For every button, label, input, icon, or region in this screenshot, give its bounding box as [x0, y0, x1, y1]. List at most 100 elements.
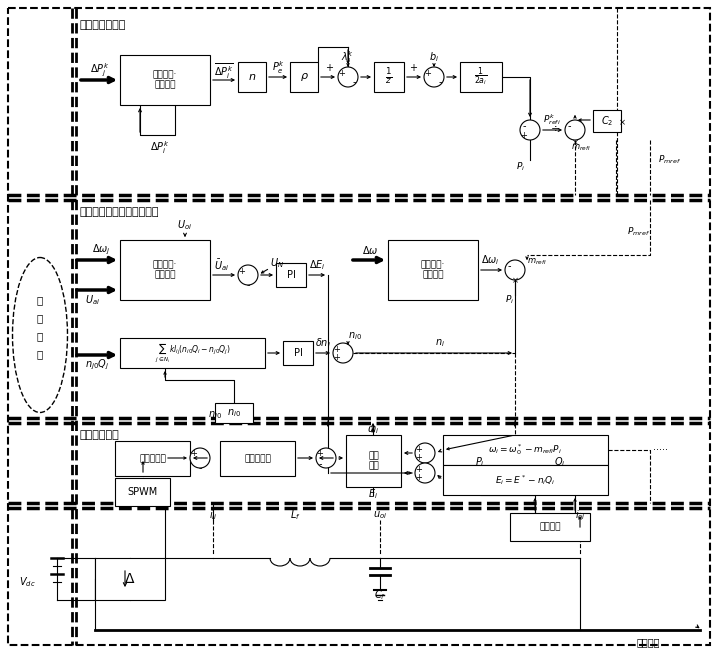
Circle shape [505, 260, 525, 280]
Bar [120, 55, 210, 105]
Text: $m_{refi}$: $m_{refi}$ [527, 257, 547, 267]
Text: $n_{i0}$: $n_{i0}$ [227, 407, 241, 419]
Circle shape [316, 448, 336, 468]
Text: $\Delta\omega_j$: $\Delta\omega_j$ [92, 243, 110, 257]
Text: $\frac{1}{2a_i}$: $\frac{1}{2a_i}$ [474, 66, 488, 89]
Text: 网: 网 [37, 331, 43, 341]
Text: $\omega_i = \omega_0^* - m_{refi}P_i$: $\omega_i = \omega_0^* - m_{refi}P_i$ [488, 443, 563, 458]
Text: 初级下垂控制: 初级下垂控制 [80, 430, 120, 440]
Circle shape [415, 443, 435, 463]
Text: ×: × [571, 138, 579, 147]
Text: $u_{oi}$: $u_{oi}$ [373, 509, 387, 521]
Text: $n_{i0}$: $n_{i0}$ [348, 330, 362, 342]
Bar [115, 441, 190, 476]
Text: ×: × [619, 119, 625, 128]
Text: +: + [338, 68, 346, 78]
Text: $C_2$: $C_2$ [601, 114, 613, 128]
Text: -: - [507, 261, 511, 271]
Bar [238, 62, 266, 92]
Text: $i_{oi}$: $i_{oi}$ [574, 508, 585, 522]
Bar [460, 62, 502, 92]
Text: $\frac{1}{z}$: $\frac{1}{z}$ [385, 67, 393, 87]
Text: PI: PI [287, 270, 295, 280]
Text: 交流母线: 交流母线 [637, 637, 660, 647]
Text: -: - [567, 121, 571, 131]
Bar [290, 62, 318, 92]
Text: -: - [246, 280, 250, 290]
Text: 分布式二级电压和频率控制: 分布式二级电压和频率控制 [80, 207, 159, 217]
Text: 有限时间·
致性算法: 有限时间· 致性算法 [153, 260, 177, 280]
Text: $P_i$: $P_i$ [475, 455, 485, 469]
Text: $\lambda_i^k$: $\lambda_i^k$ [341, 50, 354, 67]
Text: $\Delta$: $\Delta$ [124, 572, 136, 586]
Text: $\sum_{j\in N_i}kl_{ij}(n_{i0}Q_i-n_{j0}Q_j)$: $\sum_{j\in N_i}kl_{ij}(n_{i0}Q_i-n_{j0}… [155, 342, 230, 364]
Text: $E_i = E^* - n_iQ_i$: $E_i = E^* - n_iQ_i$ [495, 473, 556, 487]
Text: ×: × [511, 276, 518, 286]
Circle shape [415, 463, 435, 483]
Text: +: + [409, 63, 417, 73]
Text: $\Delta E_i$: $\Delta E_i$ [308, 258, 326, 272]
Text: $\bar{U}_{ai}$: $\bar{U}_{ai}$ [214, 257, 229, 273]
Text: $\Delta P_j^k$: $\Delta P_j^k$ [90, 61, 110, 79]
Text: +: + [333, 344, 341, 353]
Text: -: - [198, 463, 201, 473]
Text: $P_{refi}^k$: $P_{refi}^k$ [543, 113, 561, 127]
Text: 信: 信 [37, 313, 43, 323]
Text: +: + [239, 267, 245, 276]
Bar [215, 403, 253, 423]
Text: -: - [352, 77, 356, 87]
Bar [276, 263, 306, 287]
Text: $\delta n_i$: $\delta n_i$ [315, 336, 331, 350]
Text: $\Delta\omega$: $\Delta\omega$ [362, 244, 378, 256]
Text: +: + [317, 449, 323, 458]
Text: $P_i$: $P_i$ [505, 294, 515, 306]
Text: 分布式经济调度: 分布式经济调度 [80, 20, 126, 30]
Text: $n_i$: $n_i$ [435, 337, 445, 349]
Text: PI: PI [293, 348, 303, 358]
Circle shape [238, 265, 258, 285]
Text: $L_f$: $L_f$ [290, 508, 300, 522]
Bar [120, 338, 265, 368]
Text: $\rho$: $\rho$ [300, 71, 308, 83]
Text: $P_i$: $P_i$ [516, 161, 526, 173]
Text: $U_{oi}$: $U_{oi}$ [177, 218, 193, 232]
Text: $U_N$: $U_N$ [270, 256, 284, 270]
Text: $Q_i$: $Q_i$ [554, 455, 566, 469]
Bar [220, 441, 295, 476]
Text: +: + [416, 454, 422, 462]
Text: $\div$: $\div$ [550, 123, 560, 133]
Bar [115, 478, 170, 506]
Bar [95, 558, 165, 600]
Text: $b_i$: $b_i$ [429, 50, 439, 64]
Circle shape [565, 120, 585, 140]
Ellipse shape [12, 258, 67, 413]
Text: +: + [416, 445, 422, 454]
Bar [510, 513, 590, 541]
Circle shape [424, 67, 444, 87]
Text: 电流控制器: 电流控制器 [139, 454, 166, 463]
Text: $i_{li}$: $i_{li}$ [209, 508, 217, 522]
Text: $P_{mref}$: $P_{mref}$ [658, 154, 681, 166]
Bar [283, 341, 313, 365]
Text: $\Delta\omega_i$: $\Delta\omega_i$ [480, 253, 499, 267]
Bar [388, 240, 478, 300]
Text: +: + [416, 473, 422, 482]
Text: 电压控制器: 电压控制器 [244, 454, 271, 463]
Text: $n_{j0}Q_j$: $n_{j0}Q_j$ [85, 358, 109, 372]
Text: +: + [424, 68, 432, 78]
Text: 功率计算: 功率计算 [539, 522, 561, 531]
Text: +: + [333, 353, 341, 363]
Text: 电压
合成: 电压 合成 [368, 451, 379, 471]
Text: 通: 通 [37, 295, 43, 305]
Text: $V_{dc}$: $V_{dc}$ [19, 575, 35, 589]
Text: $E_i$: $E_i$ [368, 487, 378, 501]
Text: $\overline{\Delta P_i^k}$: $\overline{\Delta P_i^k}$ [214, 61, 234, 81]
Text: $P_e^k$: $P_e^k$ [272, 59, 285, 76]
Circle shape [333, 343, 353, 363]
Bar [346, 435, 401, 487]
Text: -: - [318, 459, 322, 469]
Text: +: + [416, 464, 422, 473]
Text: 有限时间·
致性算法: 有限时间· 致性算法 [421, 260, 445, 280]
Circle shape [520, 120, 540, 140]
Text: $m_{refi}$: $m_{refi}$ [571, 143, 591, 153]
